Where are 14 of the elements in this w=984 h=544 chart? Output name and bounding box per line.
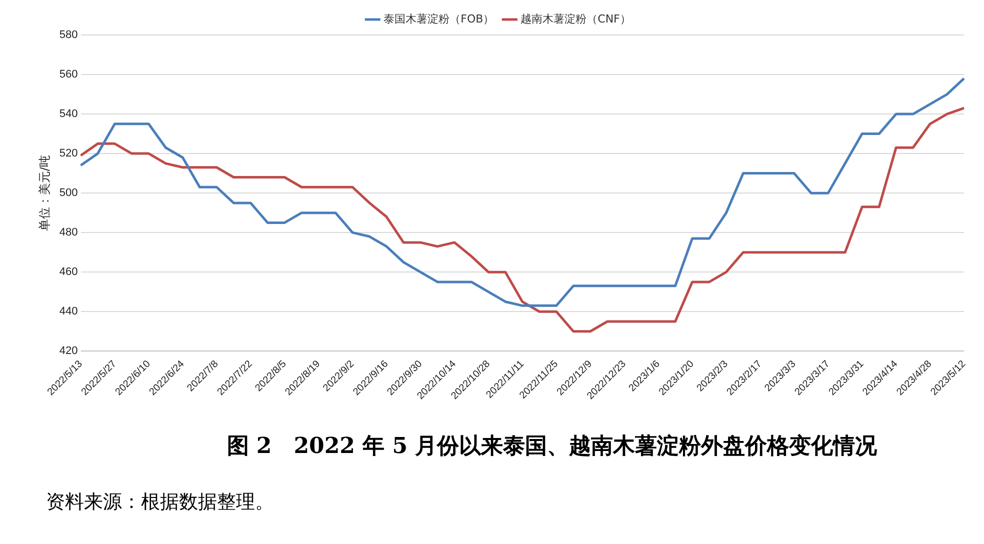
y-tick-label: 440 <box>59 306 78 318</box>
text: 图 2 2022 年 5 月份以来泰国、越南木薯淀粉外盘价格变化情况 <box>226 432 878 461</box>
y-tick-label: 460 <box>59 266 78 278</box>
legend-label: 泰国木薯淀粉（FOB） <box>384 12 494 26</box>
y-tick-label: 540 <box>59 108 78 120</box>
y-tick-label: 580 <box>59 29 78 42</box>
y-axis-title: 单位：美元/吨 <box>37 155 52 232</box>
y-tick-label: 500 <box>59 187 78 200</box>
y-tick-label: 520 <box>59 148 78 160</box>
y-tick-label: 420 <box>59 345 78 358</box>
legend-label: 越南木薯淀粉（CNF） <box>520 12 631 26</box>
y-tick-label: 560 <box>59 68 78 81</box>
text: 资料来源：根据数据整理。 <box>46 490 275 515</box>
y-tick-label: 480 <box>59 226 78 239</box>
